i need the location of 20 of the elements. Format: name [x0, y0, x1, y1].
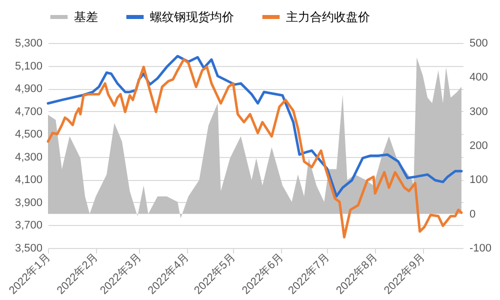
y-tick-label: 4,100 — [14, 174, 42, 186]
y-tick-label: 4,700 — [14, 106, 42, 118]
y-tick-label: 5,100 — [14, 60, 42, 72]
y-tick-label: 4,900 — [14, 83, 42, 96]
y2-tick-label: 0 — [470, 208, 476, 220]
legend-label: 螺纹钢现货均价 — [150, 10, 234, 24]
y-tick-label: 3,500 — [14, 242, 42, 254]
y-tick-label: 3,700 — [14, 220, 42, 232]
y2-tick-label: 400 — [470, 72, 488, 84]
y-tick-label: 5,300 — [14, 38, 42, 50]
legend-label: 主力合约收盘价 — [286, 10, 370, 24]
y2-tick-label: -100 — [470, 242, 492, 254]
y-tick-label: 4,300 — [14, 151, 42, 164]
y2-tick-label: 200 — [470, 140, 488, 152]
y-tick-label: 4,500 — [14, 128, 42, 141]
y2-tick-label: 500 — [470, 38, 488, 50]
legend-label: 基差 — [74, 10, 98, 24]
y2-tick-label: 300 — [470, 106, 488, 118]
y-tick-label: 3,900 — [14, 196, 42, 209]
y2-tick-label: 100 — [470, 174, 488, 186]
